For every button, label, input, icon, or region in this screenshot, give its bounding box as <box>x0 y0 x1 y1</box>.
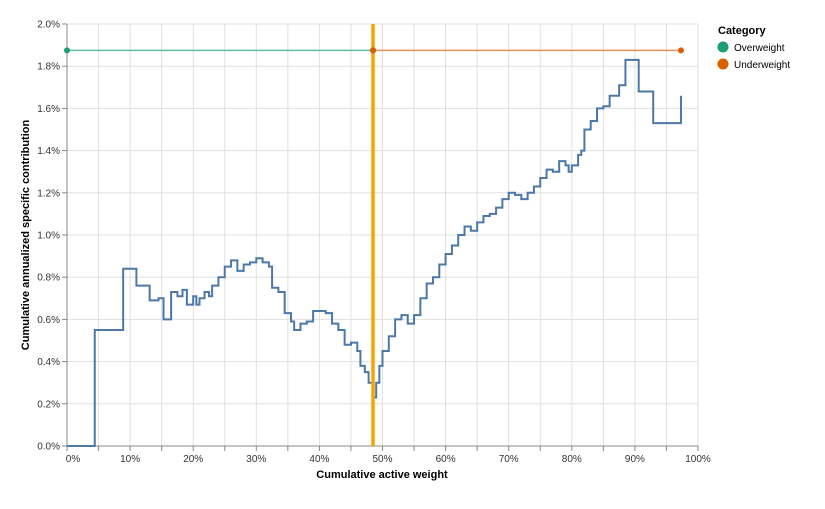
x-tick-label: 90% <box>625 454 645 465</box>
y-tick-label: 1.2% <box>37 188 60 199</box>
legend: Category Overweight Underweight <box>717 25 790 71</box>
axes: 0.0% 0.2% 0.4% 0.6% 0.8% 1.0% 1.2% 1.4% 1.6% 1.8%… <box>37 20 711 466</box>
y-tick-label: 1.4% <box>37 146 60 157</box>
x-tick-label: 80% <box>562 454 582 465</box>
x-tick-label: 50% <box>372 454 392 465</box>
x-axis-title: Cumulative active weight <box>316 469 448 481</box>
x-tick-label: 20% <box>183 454 203 465</box>
x-tick-label: 0% <box>66 454 81 465</box>
y-tick-label: 1.8% <box>37 62 60 73</box>
category-point-overweight <box>64 47 70 54</box>
category-point-underweight <box>677 47 684 54</box>
x-tick-label: 10% <box>120 454 140 465</box>
marks <box>64 24 684 447</box>
x-tick-label: 100% <box>685 454 711 465</box>
y-tick-label: 1.0% <box>37 231 60 242</box>
y-tick-label: 0.6% <box>37 315 60 326</box>
category-point-underweight <box>370 47 377 54</box>
y-tick-label: 0.2% <box>37 399 60 410</box>
series-line <box>67 58 682 447</box>
x-tick-label: 70% <box>499 454 519 465</box>
y-tick-label: 2.0% <box>37 20 60 31</box>
legend-title: Category <box>718 25 767 37</box>
y-tick-label: 0.0% <box>37 442 60 453</box>
y-tick-label: 0.8% <box>37 273 60 284</box>
legend-label-underweight: Underweight <box>734 60 790 71</box>
legend-label-overweight: Overweight <box>734 43 785 54</box>
y-tick-label: 1.6% <box>37 104 60 115</box>
x-tick-label: 40% <box>309 454 329 465</box>
grid <box>66 23 699 447</box>
y-axis-title: Cumulative annualized specific contribut… <box>20 120 32 351</box>
legend-swatch-underweight <box>717 58 729 70</box>
x-tick-label: 60% <box>436 454 456 465</box>
x-tick-label: 30% <box>246 454 266 465</box>
legend-swatch-overweight <box>717 41 729 53</box>
y-tick-label: 0.4% <box>37 357 60 368</box>
